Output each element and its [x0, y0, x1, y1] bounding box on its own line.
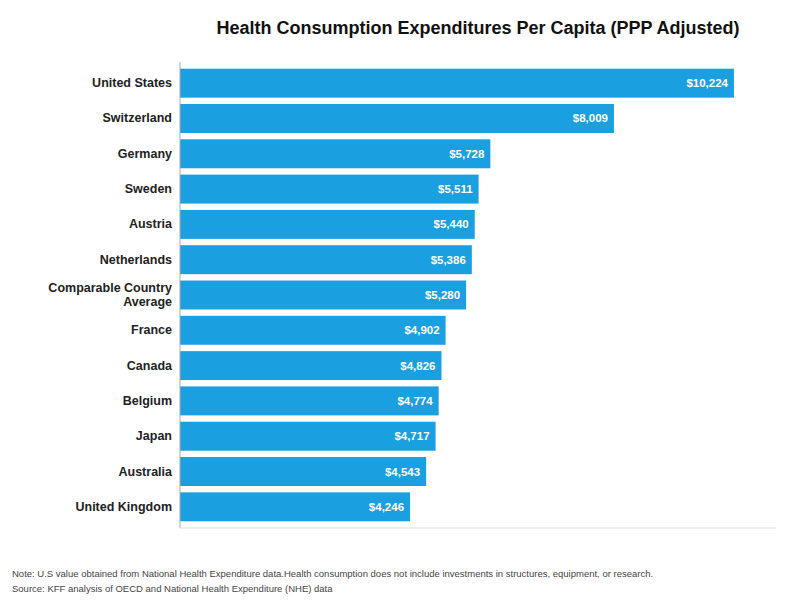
note: Note: U.S value obtained from National H… — [12, 568, 653, 579]
category-label: Austria — [129, 217, 173, 231]
data-label: $5,386 — [431, 254, 466, 266]
data-label: $4,826 — [400, 360, 435, 372]
category-label: Canada — [127, 359, 173, 373]
category-label: Japan — [136, 429, 172, 443]
bar — [180, 175, 479, 204]
category-labels: United States Switzerland Germany Sweden Aus… — [48, 76, 173, 514]
data-label: $5,728 — [449, 148, 485, 160]
category-label: Sweden — [125, 182, 172, 196]
bar — [180, 281, 466, 310]
bar — [180, 245, 472, 274]
bar — [180, 139, 490, 168]
bar — [180, 69, 734, 98]
data-label: $4,543 — [385, 466, 420, 478]
data-label: $4,902 — [404, 324, 439, 336]
data-labels: $10,224 $8,009 $5,728 $5,511 $5,440 $5,386 $5,… — [369, 77, 729, 513]
category-label: Switzerland — [103, 111, 172, 125]
bar — [180, 210, 475, 239]
bar — [180, 386, 439, 415]
data-label: $5,511 — [438, 183, 473, 195]
title: Health Consumption Expenditures Per Capi… — [216, 18, 739, 38]
bar — [180, 351, 441, 380]
category-label: Comparable CountryAverage — [48, 281, 172, 309]
data-label: $8,009 — [573, 112, 608, 124]
data-label: $10,224 — [686, 77, 728, 89]
data-label: $5,280 — [425, 289, 460, 301]
category-label: United Kingdom — [75, 500, 172, 514]
bar — [180, 104, 614, 133]
data-label: $4,717 — [394, 430, 429, 442]
chart: Health Consumption Expenditures Per Capi… — [0, 0, 800, 600]
category-label: France — [131, 323, 172, 337]
bar — [180, 316, 446, 345]
category-label: Australia — [119, 465, 174, 479]
data-label: $5,440 — [434, 218, 469, 230]
x-range-line — [180, 528, 776, 529]
bars — [180, 69, 734, 522]
bar — [180, 492, 410, 521]
notes: Note: U.S value obtained from National H… — [12, 568, 653, 594]
bar — [180, 457, 426, 486]
data-label: $4,246 — [369, 501, 404, 513]
category-label: Netherlands — [100, 253, 172, 267]
y-axis-line — [180, 62, 181, 528]
data-label: $4,774 — [397, 395, 433, 407]
bar — [180, 422, 436, 451]
note: Source: KFF analysis of OECD and Nationa… — [12, 583, 333, 594]
category-label: United States — [92, 76, 172, 90]
category-label: Belgium — [123, 394, 172, 408]
category-label: Germany — [118, 147, 172, 161]
